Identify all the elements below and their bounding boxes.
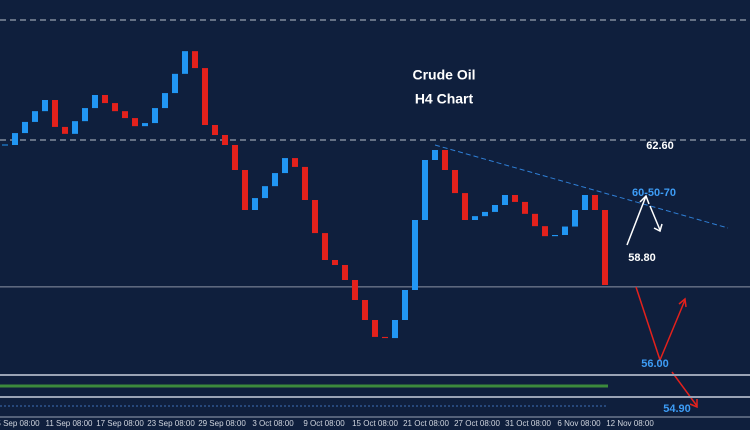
candle	[492, 205, 498, 212]
candle	[482, 211, 488, 217]
candle	[232, 145, 238, 170]
arrow-head	[653, 223, 663, 233]
candle	[582, 195, 588, 210]
forecast-red	[635, 286, 698, 409]
x-tick-label: 31 Oct 08:00	[505, 419, 551, 428]
x-axis: 5 Sep 08:00 11 Sep 08:00 17 Sep 08:00 23 Se…	[0, 419, 654, 428]
x-tick-label: 12 Nov 08:00	[606, 419, 654, 428]
candle	[532, 213, 538, 227]
candle	[462, 193, 468, 220]
forecast-white	[626, 194, 663, 246]
annotation: 60-50-70	[632, 187, 676, 199]
candle	[522, 201, 528, 214]
x-tick-label: 15 Oct 08:00	[352, 419, 398, 428]
annotation: 58.80	[628, 252, 656, 264]
candle	[352, 280, 358, 300]
candle	[322, 233, 328, 260]
candle	[132, 118, 138, 127]
x-tick-label: 9 Oct 08:00	[303, 419, 345, 428]
candle	[42, 100, 48, 112]
levels	[0, 19, 750, 288]
candle	[432, 150, 438, 160]
x-tick-label: 6 Nov 08:00	[557, 419, 601, 428]
candle	[602, 210, 608, 285]
candle	[92, 95, 98, 109]
candle	[332, 260, 338, 265]
candle	[192, 51, 198, 69]
arrow-down	[649, 205, 661, 231]
candle	[572, 210, 578, 227]
candle	[562, 226, 568, 235]
candle	[242, 170, 248, 210]
x-tick-label: 11 Sep 08:00	[45, 419, 93, 428]
candle	[472, 216, 478, 220]
arrow-head	[639, 194, 650, 205]
candle	[412, 220, 418, 290]
x-tick-label: 23 Sep 08:00	[147, 419, 195, 428]
arrow-up	[626, 195, 647, 246]
chart-subtitle: H4 Chart	[415, 91, 474, 107]
candle	[72, 121, 78, 134]
candle	[22, 121, 28, 134]
annotation: 54.90	[663, 403, 691, 415]
candle	[82, 108, 88, 122]
x-tick-label: 5 Sep 08:00	[0, 419, 40, 428]
candle	[122, 111, 128, 119]
annotation: 56.00	[641, 358, 669, 370]
candle	[542, 226, 548, 237]
candle	[402, 290, 408, 320]
candle	[342, 265, 348, 280]
candle	[12, 133, 18, 145]
x-tick-label: 21 Oct 08:00	[403, 419, 449, 428]
candle	[212, 125, 218, 135]
x-tick-label: 29 Sep 08:00	[198, 419, 246, 428]
candle	[62, 126, 68, 134]
candle	[32, 111, 38, 122]
candle	[202, 68, 208, 125]
arrow-head	[678, 297, 687, 308]
candle	[312, 200, 318, 234]
candle	[102, 95, 108, 104]
candle	[142, 123, 148, 127]
candle	[172, 73, 178, 94]
candle	[262, 186, 268, 199]
chart-title: Crude Oil	[412, 67, 475, 83]
candle	[422, 160, 428, 220]
candles	[2, 51, 608, 339]
candle	[362, 300, 368, 320]
candle	[452, 170, 458, 194]
candle	[222, 135, 228, 145]
candle	[292, 158, 298, 167]
candle	[372, 320, 378, 337]
arrow-head	[689, 399, 698, 409]
candle	[52, 100, 58, 127]
annotation: 62.60	[646, 140, 674, 152]
candle	[502, 195, 508, 205]
candle	[152, 108, 158, 124]
x-tick-label: 3 Oct 08:00	[252, 419, 294, 428]
arrow-path	[635, 286, 686, 363]
candle	[392, 320, 398, 339]
x-tick-label: 17 Sep 08:00	[96, 419, 144, 428]
candle	[252, 198, 258, 210]
candle	[302, 166, 308, 200]
candle	[442, 150, 448, 170]
x-tick-label: 27 Oct 08:00	[454, 419, 500, 428]
candle	[282, 158, 288, 174]
candle	[112, 103, 118, 112]
candle	[382, 336, 388, 339]
arrow-path	[671, 371, 698, 407]
trendline	[434, 144, 729, 229]
candle	[592, 195, 598, 210]
candle	[272, 173, 278, 187]
candle	[512, 195, 518, 202]
candle	[182, 51, 188, 74]
candle	[162, 93, 168, 109]
candle	[552, 235, 558, 237]
candle	[2, 144, 8, 146]
